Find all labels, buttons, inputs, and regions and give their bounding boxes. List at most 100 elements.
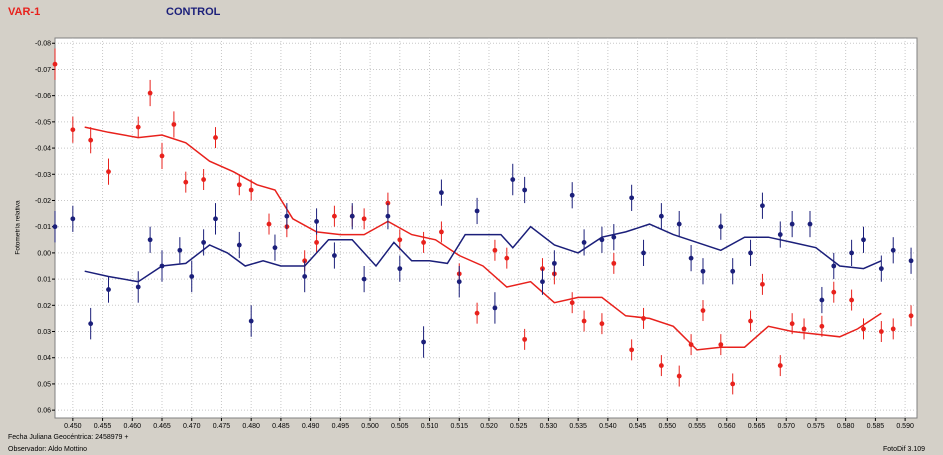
x-tick-label: 0.555 <box>688 423 706 430</box>
control-point <box>760 203 765 209</box>
var-label: VAR-1 <box>8 6 41 18</box>
x-tick-label: 0.520 <box>480 423 498 430</box>
x-tick-label: 0.565 <box>748 423 766 430</box>
var-point <box>861 326 866 332</box>
x-tick-label: 0.470 <box>183 423 201 430</box>
var-point <box>332 213 337 219</box>
var-point <box>658 363 664 368</box>
var-point <box>504 255 510 261</box>
control-point <box>189 274 195 279</box>
var-point <box>361 216 367 222</box>
control-point <box>540 279 545 285</box>
var-point <box>789 321 795 327</box>
plot-area <box>54 37 918 419</box>
var-point <box>908 313 914 319</box>
var-point <box>135 124 141 130</box>
x-tick-label: 0.500 <box>361 423 379 430</box>
control-point <box>831 263 837 269</box>
x-tick-label: 0.495 <box>332 423 350 430</box>
control-point <box>688 255 694 261</box>
y-tick-label: 0.01 <box>37 277 51 284</box>
y-tick-label: -0.02 <box>35 198 51 205</box>
y-tick-label: 0.04 <box>37 355 51 362</box>
x-tick-label: 0.535 <box>569 423 587 430</box>
var-point <box>819 323 825 329</box>
x-tick-label: 0.465 <box>153 423 171 430</box>
var-point <box>522 336 528 342</box>
var-point <box>314 240 319 245</box>
y-tick-label: 0.05 <box>37 381 51 388</box>
control-point <box>361 276 367 282</box>
control-point <box>569 192 575 198</box>
var-point <box>777 363 783 368</box>
var-point <box>183 179 189 185</box>
control-point <box>349 213 355 219</box>
x-tick-label: 0.545 <box>629 423 647 430</box>
var-point <box>159 153 165 159</box>
control-point <box>385 213 391 219</box>
var-point <box>676 373 682 379</box>
x-tick-label: 0.575 <box>807 423 825 430</box>
var-point <box>569 300 575 306</box>
control-point <box>147 237 153 243</box>
control-point <box>201 240 207 245</box>
var-point <box>147 90 153 96</box>
footer-observer: Observador: Aldo Mottino <box>8 446 87 453</box>
var-point <box>730 381 736 387</box>
var-point <box>106 169 111 175</box>
x-tick-label: 0.550 <box>659 423 677 430</box>
control-point <box>88 321 94 327</box>
var-point <box>236 182 242 188</box>
var-point <box>581 318 587 324</box>
control-point <box>159 263 165 269</box>
var-point <box>213 135 218 140</box>
var-point <box>248 187 254 193</box>
var-point <box>266 221 272 227</box>
var-point <box>890 326 896 332</box>
x-tick-label: 0.450 <box>64 423 82 430</box>
control-point <box>332 253 337 258</box>
x-tick-label: 0.505 <box>391 423 409 430</box>
y-tick-label: -0.01 <box>35 224 51 231</box>
control-point <box>302 274 308 279</box>
control-point <box>878 266 884 272</box>
y-tick-label: -0.05 <box>35 119 51 126</box>
x-tick-label: 0.540 <box>599 423 617 430</box>
var-point <box>599 321 605 327</box>
x-tick-label: 0.530 <box>540 423 558 430</box>
y-axis-label: Fotometría relativa <box>14 200 22 255</box>
x-tick-label: 0.585 <box>867 423 885 430</box>
x-tick-label: 0.485 <box>272 423 290 430</box>
control-point <box>106 287 111 292</box>
control-point <box>849 250 855 256</box>
control-point <box>314 219 319 224</box>
x-tick-label: 0.515 <box>450 423 468 430</box>
y-tick-label: -0.08 <box>35 41 51 48</box>
x-tick-label: 0.455 <box>94 423 112 430</box>
var-point <box>201 177 207 182</box>
control-point <box>177 247 183 253</box>
var-point <box>88 137 94 143</box>
var-point <box>760 281 765 287</box>
y-tick-label: -0.04 <box>35 146 51 153</box>
var-point <box>52 61 58 67</box>
control-point <box>213 216 218 222</box>
x-tick-label: 0.590 <box>896 423 914 430</box>
var-point <box>688 342 694 348</box>
control-point <box>439 190 444 196</box>
var-point <box>700 308 706 313</box>
control-point <box>284 213 290 219</box>
x-tick-label: 0.560 <box>718 423 736 430</box>
footer-jd: Fecha Juliana Geocéntrica: 2458979 + <box>8 434 129 441</box>
control-point <box>474 208 480 214</box>
y-tick-label: 0.03 <box>37 329 51 336</box>
x-tick-label: 0.460 <box>124 423 142 430</box>
control-point <box>492 305 498 311</box>
control-point <box>700 268 706 274</box>
control-point <box>748 250 753 256</box>
control-point <box>629 195 635 201</box>
control-point <box>641 250 646 256</box>
control-trend-line <box>84 223 882 283</box>
control-point <box>676 221 682 227</box>
